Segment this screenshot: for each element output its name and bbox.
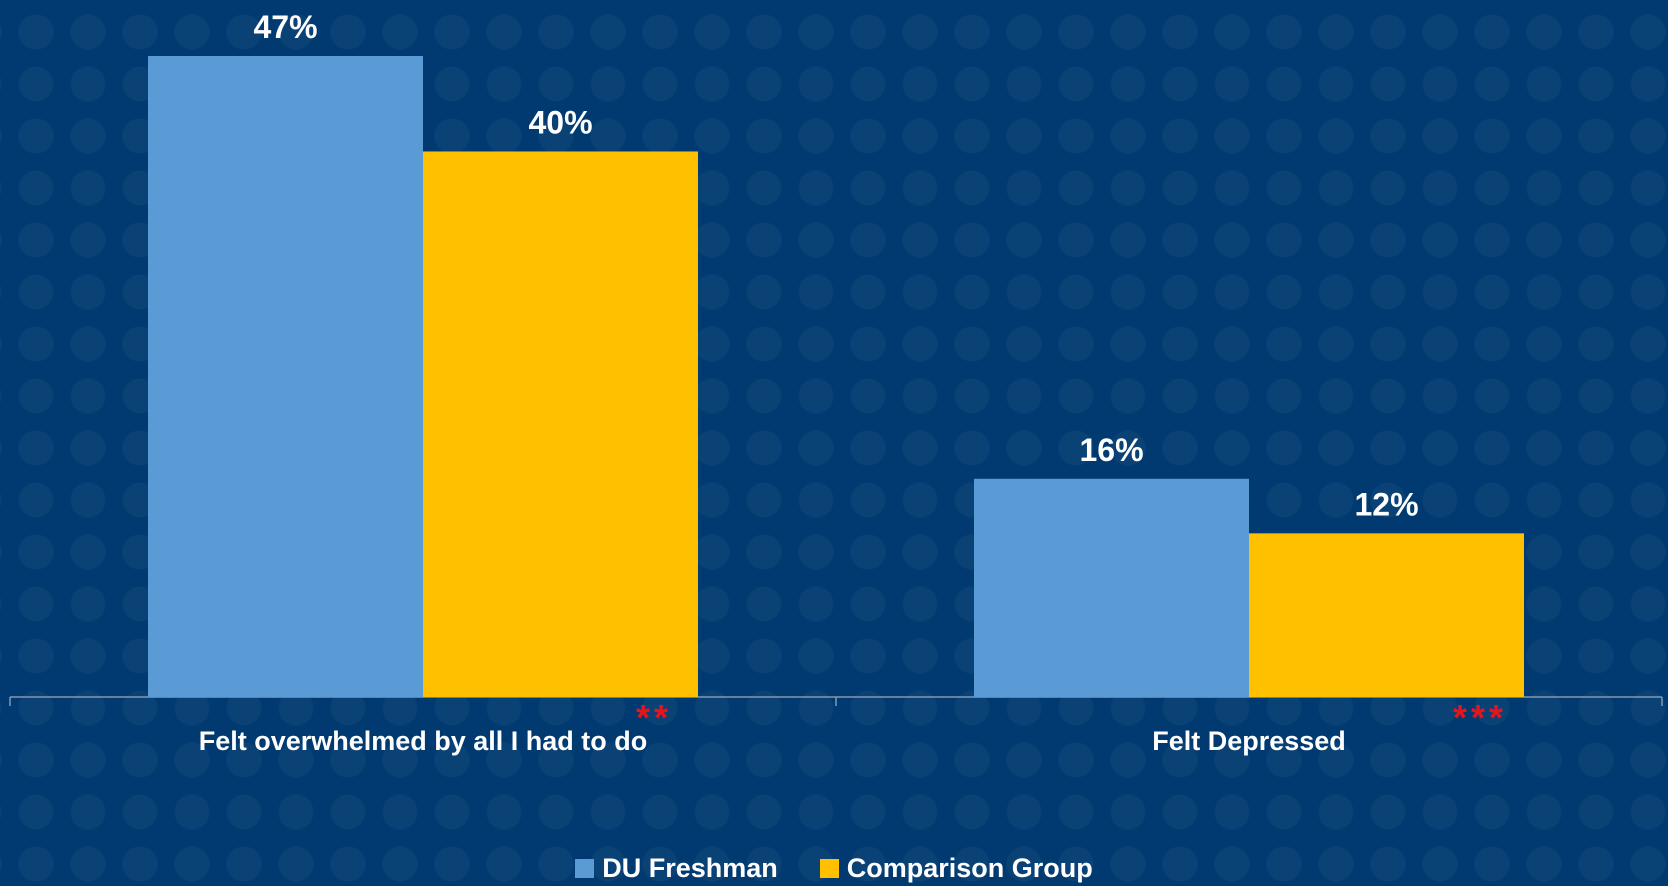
significance-marker-0: ** (636, 697, 672, 738)
bar-du-freshman-0 (148, 56, 423, 697)
bar-comparison-group-1 (1249, 533, 1524, 697)
legend-label-comparison-group: Comparison Group (846, 853, 1093, 883)
category-label-1: Felt Depressed (1152, 726, 1346, 756)
value-label-comparison-group-1: 12% (1354, 486, 1418, 522)
legend: DU Freshman Comparison Group (0, 852, 1668, 884)
category-label-0: Felt overwhelmed by all I had to do (199, 726, 648, 756)
legend-swatch-du-freshman (575, 858, 595, 878)
bar-du-freshman-1 (974, 478, 1249, 697)
significance-marker-1: *** (1453, 697, 1507, 738)
value-label-du-freshman-0: 47% (253, 9, 317, 45)
value-label-comparison-group-0: 40% (528, 104, 592, 140)
legend-item-du-freshman: DU Freshman (575, 852, 778, 884)
legend-item-comparison-group: Comparison Group (819, 852, 1093, 884)
legend-swatch-comparison-group (819, 858, 839, 878)
value-label-du-freshman-1: 16% (1079, 432, 1143, 468)
legend-label-du-freshman: DU Freshman (602, 853, 778, 883)
bar-comparison-group-0 (423, 151, 698, 697)
